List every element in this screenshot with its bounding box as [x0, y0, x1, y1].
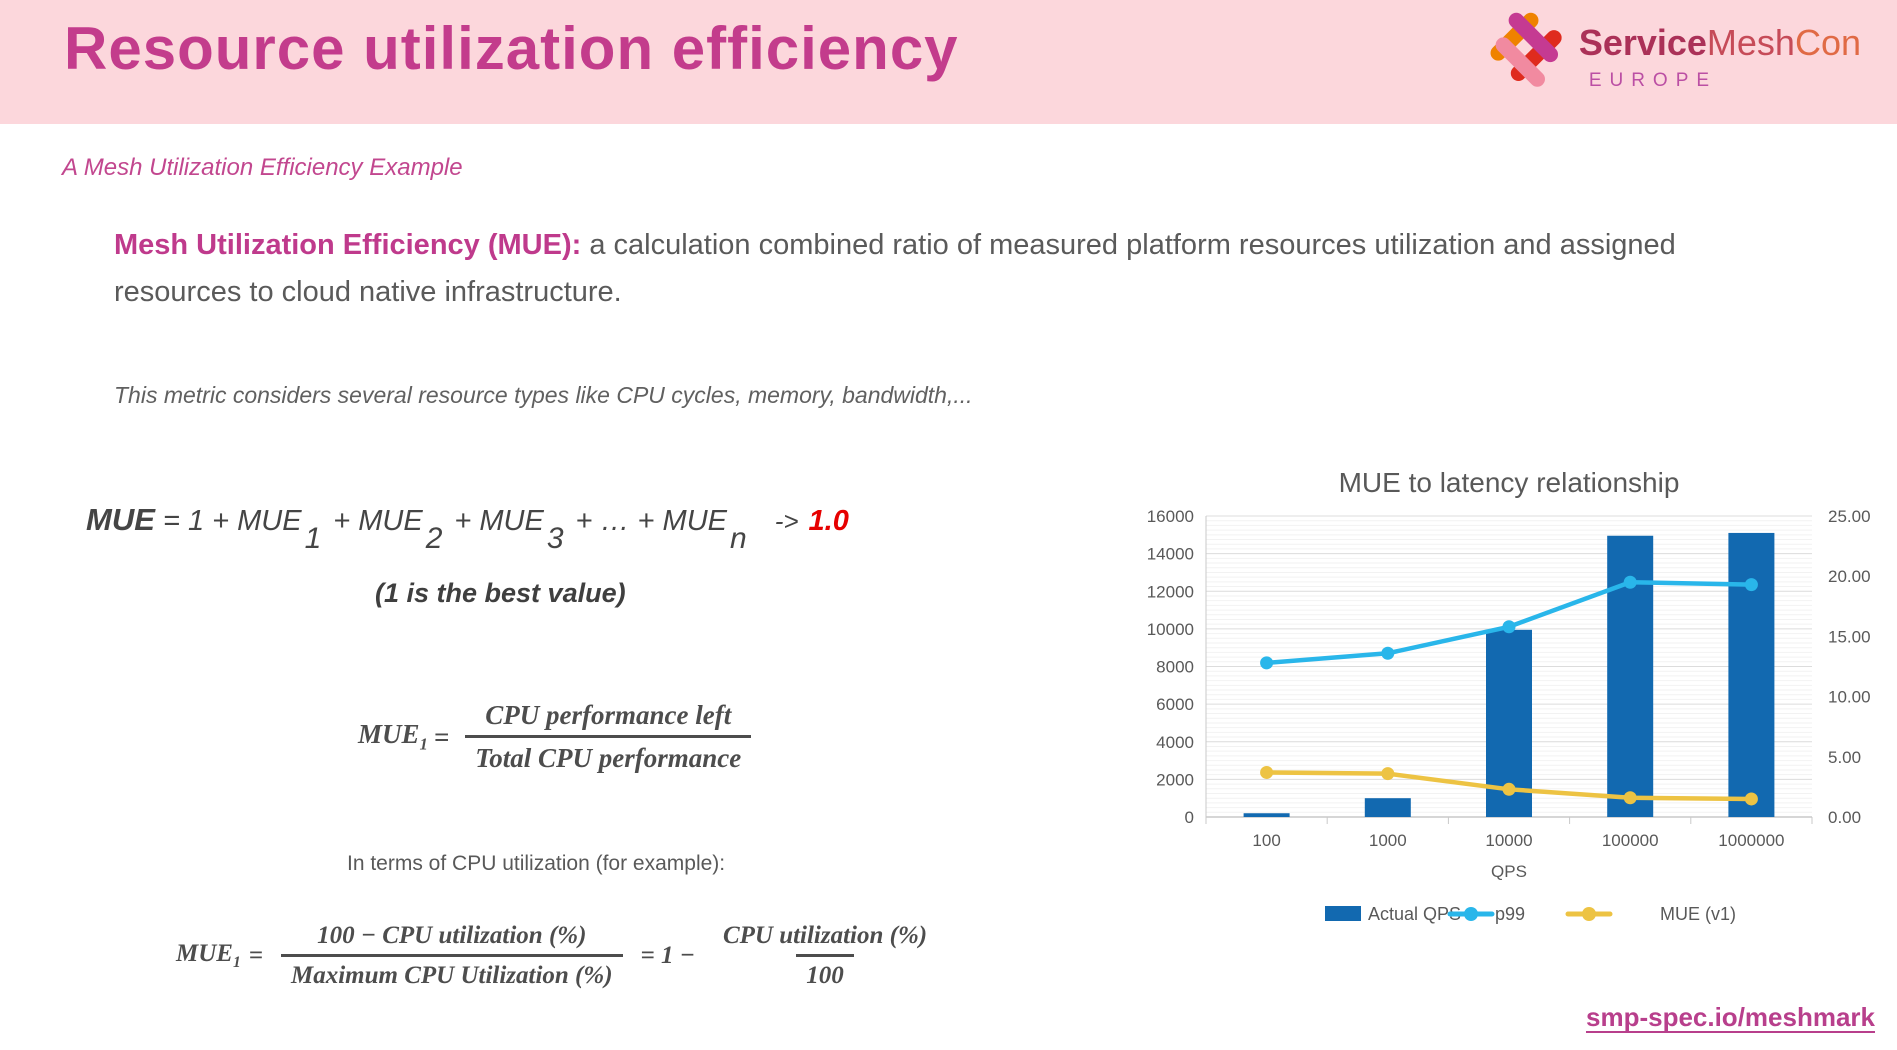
formula-subscript: 3 [546, 522, 564, 555]
best-value-caption: (1 is the best value) [375, 578, 626, 608]
mue-latency-chart: 0 2000 4000 6000 8000 10000 12000 14000 16000 0.0… [1120, 452, 1890, 947]
brand-region: EUROPE [1588, 70, 1718, 91]
svg-text:25.00: 25.00 [1828, 507, 1871, 526]
header-band [0, 0, 1897, 124]
svg-text:14000: 14000 [1147, 545, 1194, 564]
fraction-numerator: 100 − CPU utilization (%) [317, 922, 587, 949]
svg-text:12000: 12000 [1147, 582, 1194, 601]
page-title: Resource utilization efficiency [64, 15, 959, 82]
svg-text:1000: 1000 [1369, 831, 1407, 850]
svg-text:10000: 10000 [1485, 831, 1532, 850]
svg-text:4000: 4000 [1156, 733, 1194, 752]
brand-service: Service [1578, 22, 1707, 63]
formula-term: = 1 + MUE [154, 505, 302, 537]
brand-wordmark: ServiceMeshCon EUROPE [1579, 10, 1861, 92]
fraction-numerator: CPU utilization (%) [722, 922, 928, 949]
mue-latency-chart-svg: 0 2000 4000 6000 8000 10000 12000 14000 16000 0.0… [1147, 467, 1871, 924]
svg-text:0: 0 [1185, 808, 1194, 827]
formula-subscript: n [730, 522, 747, 555]
svg-text:5.00: 5.00 [1828, 748, 1861, 767]
fraction: CPU utilization (%) 100 [713, 922, 937, 990]
mue1-lhs: MUE1 [176, 940, 241, 971]
resource-types-note: This metric considers several resource t… [114, 382, 973, 408]
svg-text:10.00: 10.00 [1828, 688, 1871, 707]
svg-text:20.00: 20.00 [1828, 567, 1871, 586]
svg-text:6000: 6000 [1156, 695, 1194, 714]
arrow-glyph: -> [774, 506, 799, 536]
mue-definition-body: a calculation combined ratio of measured… [114, 229, 1676, 308]
fraction: CPU performance left Total CPU performan… [465, 700, 752, 774]
svg-text:0.00: 0.00 [1828, 808, 1861, 827]
equals-one-minus: = 1 − [640, 942, 695, 969]
fraction-numerator: CPU performance left [485, 700, 732, 730]
svg-text:2000: 2000 [1156, 770, 1194, 789]
svg-text:100: 100 [1252, 831, 1280, 850]
equals-sign: = [433, 721, 450, 752]
cpu-utilization-label: In terms of CPU utilization (for example… [347, 852, 726, 875]
svg-text:MUE (v1): MUE (v1) [1660, 904, 1736, 924]
fraction-denominator: 100 [796, 954, 854, 990]
mue-definition: Mesh Utilization Efficiency (MUE): a cal… [114, 222, 1684, 316]
formula-lhs: MUE [86, 502, 155, 537]
fraction-denominator: Total CPU performance [465, 735, 752, 774]
svg-text:Actual QPS: Actual QPS [1368, 904, 1461, 924]
mue-sum-formula: MUE = 1 + MUE1+ MUE2+ MUE3+ … + MUEn-> 1.… [86, 502, 849, 555]
svg-text:1000000: 1000000 [1718, 831, 1784, 850]
mue1-lhs: MUE1 [358, 719, 428, 754]
fraction: 100 − CPU utilization (%) Maximum CPU Ut… [280, 922, 623, 990]
formula-subscript: 2 [425, 522, 443, 555]
brand-name: ServiceMeshCon [1579, 24, 1861, 62]
formula-subscript: 1 [304, 522, 322, 555]
servicemeshcon-weave-icon [1490, 12, 1562, 87]
svg-text:8000: 8000 [1156, 658, 1194, 677]
formula-target-value: 1.0 [808, 505, 849, 537]
svg-text:MUE to latency relationship: MUE to latency relationship [1339, 467, 1680, 498]
equals-sign: = [248, 942, 263, 969]
mue1-formula: MUE1 = CPU performance left Total CPU pe… [358, 700, 761, 774]
brand-con: Con [1794, 22, 1861, 63]
formula-term: + MUE [333, 505, 423, 537]
mue-definition-lead: Mesh Utilization Efficiency (MUE): [114, 229, 582, 261]
svg-text:QPS: QPS [1491, 862, 1527, 881]
svg-text:10000: 10000 [1147, 620, 1194, 639]
svg-text:15.00: 15.00 [1828, 627, 1871, 646]
formula-term: + MUE [454, 505, 544, 537]
formula-term: + … + MUE [575, 505, 728, 537]
fraction-denominator: Maximum CPU Utilization (%) [280, 954, 623, 990]
brand-logo: ServiceMeshCon EUROPE [1485, 10, 1861, 96]
slide-subtitle: A Mesh Utilization Efficiency Example [62, 154, 463, 181]
brand-mesh: Mesh [1706, 22, 1795, 63]
meshmark-link[interactable]: smp-spec.io/meshmark [1585, 1002, 1875, 1032]
mue1-cpu-formula: MUE1 = 100 − CPU utilization (%) Maximum… [176, 922, 947, 990]
svg-text:100000: 100000 [1602, 831, 1659, 850]
svg-text:16000: 16000 [1147, 507, 1194, 526]
svg-text:p99: p99 [1495, 904, 1525, 924]
